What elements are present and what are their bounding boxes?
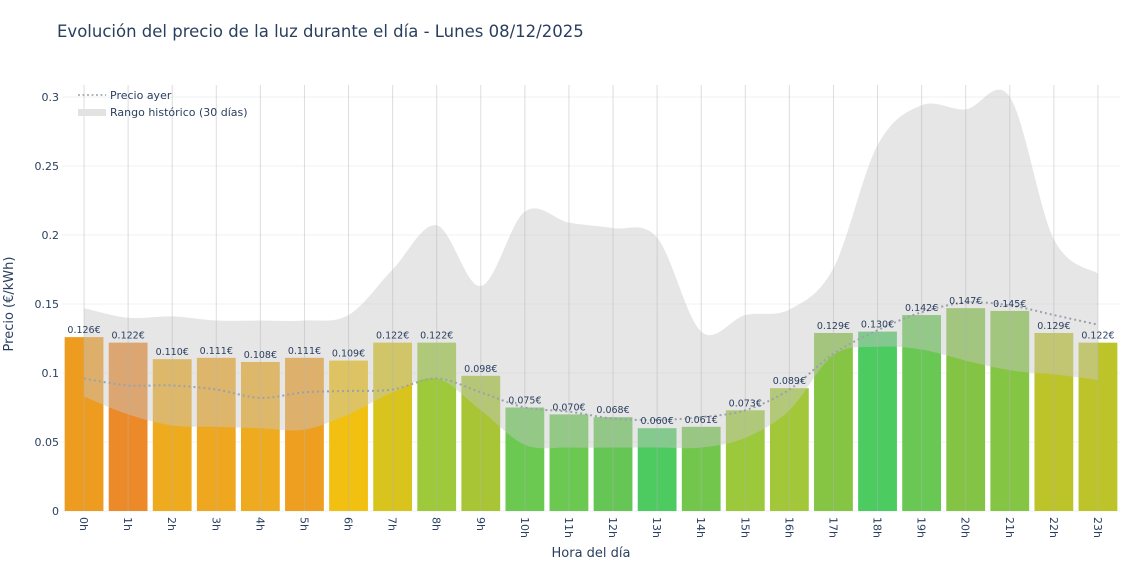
price-bar[interactable]: [549, 414, 589, 511]
x-tick-label: 5h: [297, 517, 310, 531]
gridlines: [62, 96, 1120, 512]
bar-value-label: 0.111€: [288, 346, 321, 357]
legend-item-yesterday[interactable]: Precio ayer: [110, 89, 172, 102]
x-tick-label: 4h: [253, 517, 266, 531]
bar-value-labels: 0.126€ 0.122€ 0.110€ 0.111€ 0.108€ 0.111€ 0.10…: [67, 296, 1114, 427]
bar-value-label: 0.110€: [156, 347, 189, 358]
bar-value-label: 0.075€: [508, 396, 541, 407]
x-tick-label: 21h: [1003, 517, 1016, 538]
bar-value-label: 0.098€: [464, 364, 497, 375]
price-bar[interactable]: [681, 426, 721, 511]
price-bar[interactable]: [417, 342, 457, 511]
x-tick-label: 22h: [1047, 517, 1060, 538]
price-bar[interactable]: [505, 407, 545, 512]
bar-value-label: 0.068€: [596, 405, 629, 416]
price-bar[interactable]: [902, 315, 942, 511]
price-bar[interactable]: [64, 337, 104, 511]
bar-value-label: 0.111€: [200, 346, 233, 357]
price-bar[interactable]: [285, 357, 324, 511]
gray-band-legend-icon: [78, 109, 106, 116]
price-bar[interactable]: [990, 310, 1030, 511]
price-bar[interactable]: [858, 331, 897, 511]
bar-value-label: 0.060€: [641, 416, 674, 427]
x-tick-label: 3h: [209, 517, 222, 531]
price-bar[interactable]: [108, 342, 148, 511]
bar-value-label: 0.142€: [905, 303, 938, 314]
legend-item-historical-range[interactable]: Rango histórico (30 días): [110, 106, 248, 119]
x-tick-label: 6h: [342, 517, 355, 531]
legend: Precio ayer Rango histórico (30 días): [78, 89, 248, 119]
bar-value-label: 0.089€: [773, 376, 806, 387]
x-tick-label: 15h: [738, 517, 751, 538]
bar-value-label: 0.122€: [1081, 331, 1114, 342]
bar-series-today: [64, 308, 1118, 512]
bar-value-label: 0.147€: [949, 296, 982, 307]
price-bar[interactable]: [329, 360, 368, 511]
y-tick-label: 0.05: [35, 436, 60, 449]
y-tick-label: 0.3: [42, 91, 60, 104]
price-bar[interactable]: [196, 357, 236, 511]
x-tick-label: 13h: [650, 517, 663, 538]
bar-value-label: 0.122€: [376, 331, 409, 342]
x-tick-label: 1h: [121, 517, 134, 531]
vertical-gridlines: [83, 85, 1099, 511]
y-axis-ticks: 0 0.05 0.1 0.15 0.2 0.25 0.3: [35, 91, 60, 518]
bar-value-label: 0.129€: [1037, 321, 1070, 332]
price-bar[interactable]: [637, 428, 677, 511]
x-tick-label: 7h: [386, 517, 399, 531]
y-tick-label: 0.15: [35, 298, 60, 311]
x-tick-label: 23h: [1091, 517, 1104, 538]
y-axis-title: Precio (€/kWh): [2, 257, 17, 352]
x-tick-label: 12h: [606, 517, 619, 538]
bar-value-label: 0.126€: [67, 325, 100, 336]
bar-value-label: 0.129€: [817, 321, 850, 332]
chart-title: Evolución del precio de la luz durante e…: [57, 22, 584, 41]
price-bar[interactable]: [946, 308, 986, 511]
x-tick-label: 0h: [77, 517, 90, 531]
x-tick-label: 19h: [915, 517, 928, 538]
bar-value-label: 0.122€: [112, 331, 145, 342]
price-bar[interactable]: [769, 388, 809, 511]
bar-value-label: 0.108€: [244, 350, 277, 361]
x-tick-label: 20h: [959, 517, 972, 538]
y-tick-label: 0: [52, 505, 59, 518]
x-tick-label: 18h: [871, 517, 884, 538]
price-bar[interactable]: [593, 417, 633, 511]
bar-value-label: 0.073€: [729, 398, 762, 409]
bar-value-label: 0.130€: [861, 320, 894, 331]
historical-band-area: [84, 89, 1098, 449]
bar-value-label: 0.145€: [993, 299, 1026, 310]
price-bar[interactable]: [240, 361, 280, 511]
x-tick-label: 9h: [474, 517, 487, 531]
bar-value-label: 0.061€: [685, 415, 718, 426]
price-bar[interactable]: [373, 342, 413, 511]
price-bar[interactable]: [1078, 342, 1118, 511]
x-axis-ticks: 0h 1h 2h 3h 4h 5h 6h 7h 8h 9h 10h 11h 12h 13h 14h 15h 16…: [77, 517, 1104, 538]
y-tick-label: 0.25: [35, 160, 60, 173]
x-axis-title: Hora del día: [552, 546, 631, 561]
price-bar[interactable]: [461, 375, 501, 511]
y-tick-label: 0.2: [42, 229, 60, 242]
historical-range-band: [84, 89, 1098, 449]
price-bar[interactable]: [725, 410, 765, 511]
x-tick-label: 11h: [562, 517, 575, 538]
bar-value-label: 0.109€: [332, 349, 365, 360]
x-tick-label: 17h: [826, 517, 839, 538]
x-tick-label: 16h: [782, 517, 795, 538]
price-bar[interactable]: [1034, 332, 1074, 511]
x-tick-label: 8h: [430, 517, 443, 531]
x-tick-label: 10h: [518, 517, 531, 538]
x-tick-label: 2h: [165, 517, 178, 531]
yesterday-price-line: [83, 301, 1099, 421]
bar-value-label: 0.122€: [420, 331, 453, 342]
bar-value-label: 0.070€: [552, 402, 585, 413]
x-tick-label: 14h: [694, 517, 707, 538]
yesterday-line-path: [83, 301, 1099, 421]
y-tick-label: 0.1: [42, 367, 60, 380]
